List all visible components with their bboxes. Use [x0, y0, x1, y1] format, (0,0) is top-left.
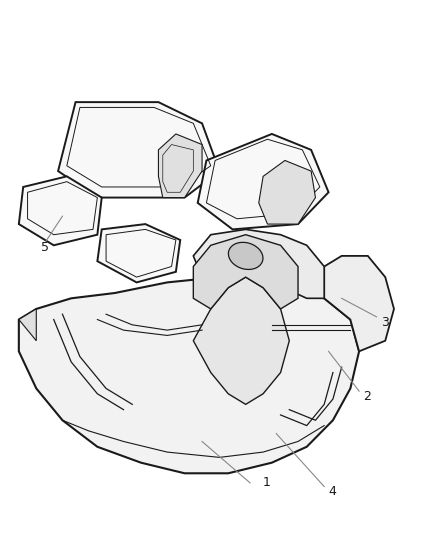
- Polygon shape: [193, 229, 323, 298]
- Text: 5: 5: [41, 241, 49, 254]
- Polygon shape: [58, 102, 219, 198]
- Text: 2: 2: [363, 390, 371, 403]
- Polygon shape: [19, 176, 102, 245]
- Polygon shape: [193, 235, 297, 309]
- Polygon shape: [97, 224, 180, 282]
- Ellipse shape: [228, 243, 262, 270]
- Polygon shape: [19, 309, 36, 341]
- Polygon shape: [158, 134, 201, 198]
- Polygon shape: [197, 134, 328, 229]
- Text: 4: 4: [328, 486, 336, 498]
- Polygon shape: [258, 160, 315, 224]
- Polygon shape: [19, 277, 358, 473]
- Polygon shape: [193, 277, 289, 405]
- Text: 1: 1: [262, 477, 270, 489]
- Polygon shape: [323, 256, 393, 351]
- Text: 3: 3: [380, 316, 388, 329]
